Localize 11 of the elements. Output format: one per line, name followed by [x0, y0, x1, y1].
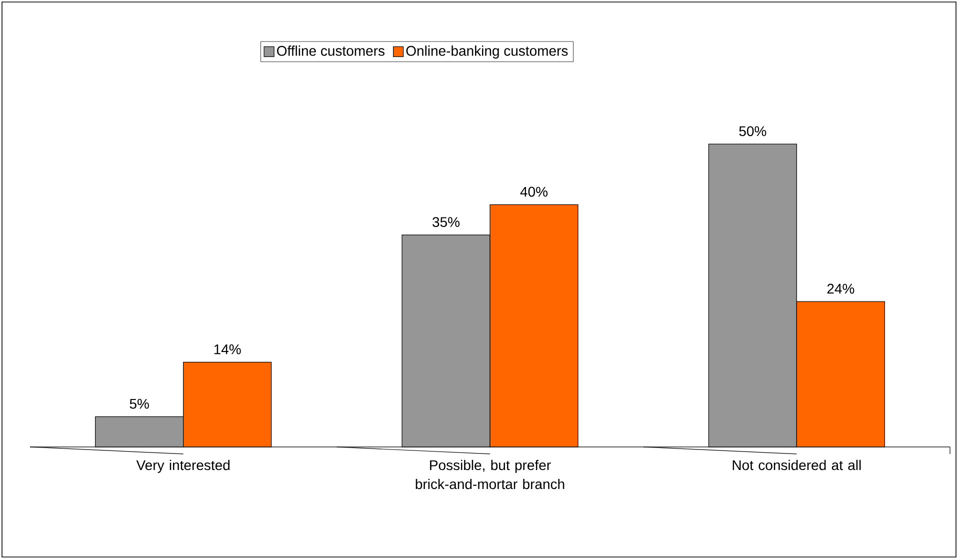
x-tick-label: Very interested: [136, 460, 230, 473]
x-tick-label: Possible, but prefer brick-and-mortar branch: [416, 460, 564, 490]
data-label: 50%: [739, 126, 766, 136]
x-tick-label: Not considered at all: [732, 460, 861, 470]
data-label: 14%: [214, 344, 241, 354]
data-label: 24%: [827, 284, 854, 294]
data-label: 5%: [130, 398, 149, 409]
data-label: 40%: [520, 186, 548, 197]
legend-label: Offline customers: [277, 46, 384, 56]
legend-label: Online-banking customers: [406, 46, 568, 59]
data-label: 35%: [432, 217, 460, 227]
